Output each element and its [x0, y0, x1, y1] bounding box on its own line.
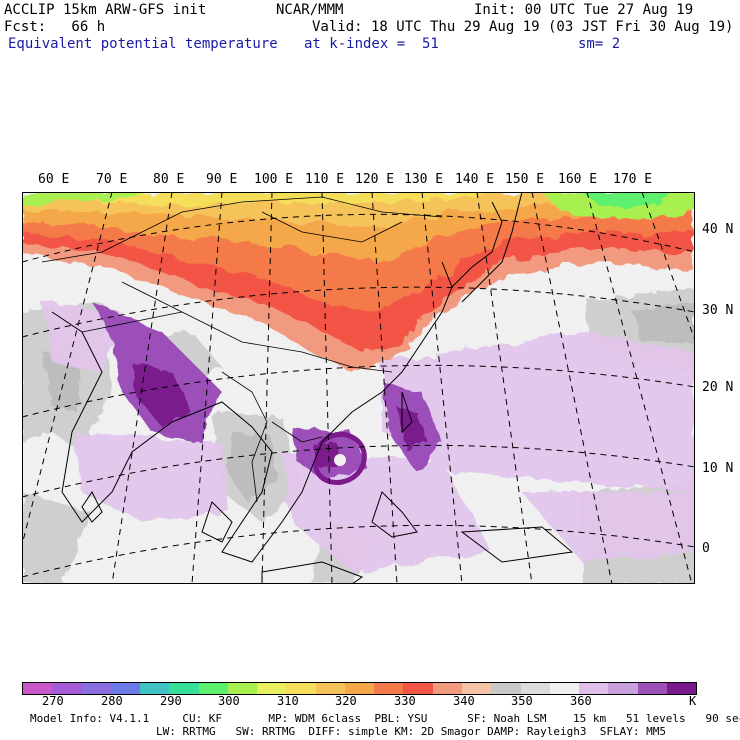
colorbar-swatch — [344, 683, 375, 694]
lon-label: 110 E — [305, 172, 345, 187]
lat-label: 30 N — [702, 303, 734, 318]
colorbar-swatch — [403, 683, 433, 694]
warm-band — [22, 192, 695, 372]
colorbar-swatch — [549, 683, 580, 694]
colorbar-swatch — [520, 683, 550, 694]
forecast-hour: Fcst: 66 h — [4, 19, 106, 35]
colorbar-swatch — [23, 683, 53, 694]
colorbar-swatch — [637, 683, 667, 694]
model-info-line1: Model Info: V4.1.1 CU: KF MP: WDM 6class… — [30, 712, 740, 725]
graticule — [22, 192, 695, 584]
org-label: NCAR/MMM — [276, 2, 344, 18]
colorbar-label: 280 — [101, 694, 123, 708]
colorbar-swatch — [374, 683, 404, 694]
colorbar-label: 310 — [277, 694, 299, 708]
colorbar-swatch — [140, 683, 170, 694]
colorbar-swatch — [432, 683, 462, 694]
lon-label: 80 E — [153, 172, 185, 187]
init-time: Init: 00 UTC Tue 27 Aug 19 — [474, 2, 694, 18]
level-label: at k-index = 51 — [304, 36, 439, 52]
lon-label: 60 E — [38, 172, 70, 187]
colorbar-label: 320 — [335, 694, 357, 708]
colorbar-swatch — [257, 683, 287, 694]
colorbar-swatch — [579, 683, 609, 694]
colorbar-swatch — [286, 683, 316, 694]
lon-label: 140 E — [455, 172, 495, 187]
colorbar-swatch — [491, 683, 521, 694]
smoothing-label: sm= 2 — [578, 36, 621, 52]
lon-label: 160 E — [558, 172, 598, 187]
colorbar-label: 360 — [570, 694, 592, 708]
lat-label: 40 N — [702, 222, 734, 237]
colorbar-label: 330 — [394, 694, 416, 708]
lon-label: 120 E — [355, 172, 395, 187]
lat-label: 0 — [702, 541, 710, 556]
colorbar-label: 270 — [42, 694, 64, 708]
borders — [41, 196, 443, 503]
model-info-line2: LW: RRTMG SW: RRTMG DIFF: simple KM: 2D … — [156, 725, 666, 738]
colorbar-swatch — [52, 683, 82, 694]
field-name: Equivalent potential temperature — [8, 36, 278, 52]
lon-label: 90 E — [206, 172, 238, 187]
colorbar-label: 350 — [511, 694, 533, 708]
colorbar-label: 290 — [160, 694, 182, 708]
lat-label: 10 N — [702, 461, 734, 476]
lon-label: 100 E — [254, 172, 294, 187]
colorbar-swatch — [227, 683, 258, 694]
lon-label: 70 E — [96, 172, 128, 187]
lon-label: 170 E — [613, 172, 653, 187]
lon-label: 130 E — [404, 172, 444, 187]
valid-time: Valid: 18 UTC Thu 29 Aug 19 (03 JST Fri … — [312, 19, 734, 35]
theta-e-map — [22, 192, 695, 584]
dark-gray-field — [42, 302, 695, 502]
model-title: ACCLIP 15km ARW-GFS init — [4, 2, 207, 18]
colorbar-swatch — [81, 683, 111, 694]
colorbar-unit: K — [689, 694, 697, 708]
colorbar-label: 340 — [453, 694, 475, 708]
colorbar-swatch — [169, 683, 199, 694]
colorbar-swatch — [608, 683, 638, 694]
lat-label: 20 N — [702, 380, 734, 395]
map-frame — [22, 192, 695, 584]
lon-label: 150 E — [505, 172, 545, 187]
colorbar-label: 300 — [218, 694, 240, 708]
colorbar-swatch — [666, 683, 697, 694]
colorbar-swatch — [198, 683, 228, 694]
colorbar-swatch — [110, 683, 141, 694]
typhoon-swirl — [313, 431, 367, 486]
colorbar-swatch — [461, 683, 492, 694]
colorbar-swatch — [315, 683, 345, 694]
colorbar — [22, 682, 697, 695]
coastlines — [51, 192, 574, 584]
